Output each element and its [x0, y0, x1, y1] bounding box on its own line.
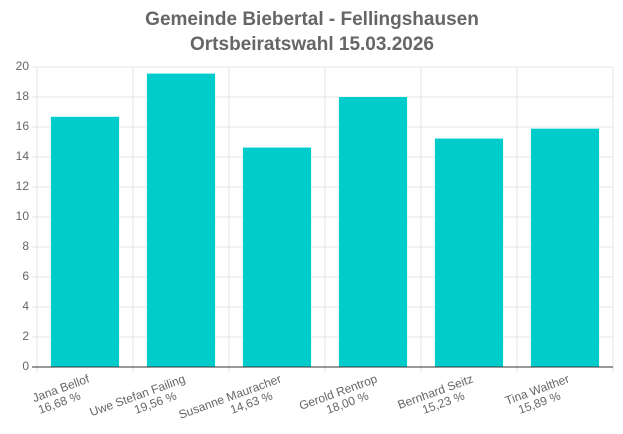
chart-subtitle: Ortsbeiratswahl 15.03.2026	[190, 34, 434, 55]
y-tick-label: 8	[22, 239, 29, 253]
y-tick-label: 20	[16, 59, 30, 73]
bar	[50, 116, 120, 367]
y-tick-label: 14	[16, 149, 30, 163]
y-tick-label: 6	[22, 269, 29, 283]
bar	[434, 138, 504, 367]
bar	[530, 128, 600, 367]
bar	[338, 97, 408, 367]
y-tick-label: 16	[16, 119, 30, 133]
y-tick-label: 0	[22, 359, 29, 373]
y-tick-label: 12	[16, 179, 30, 193]
y-tick-label: 4	[22, 299, 29, 313]
chart-title: Gemeinde Biebertal - Fellingshausen	[145, 9, 479, 30]
bar	[146, 73, 216, 367]
bar	[242, 147, 312, 367]
y-tick-label: 2	[22, 329, 29, 343]
y-tick-label: 18	[16, 89, 30, 103]
y-tick-label: 10	[16, 209, 30, 223]
